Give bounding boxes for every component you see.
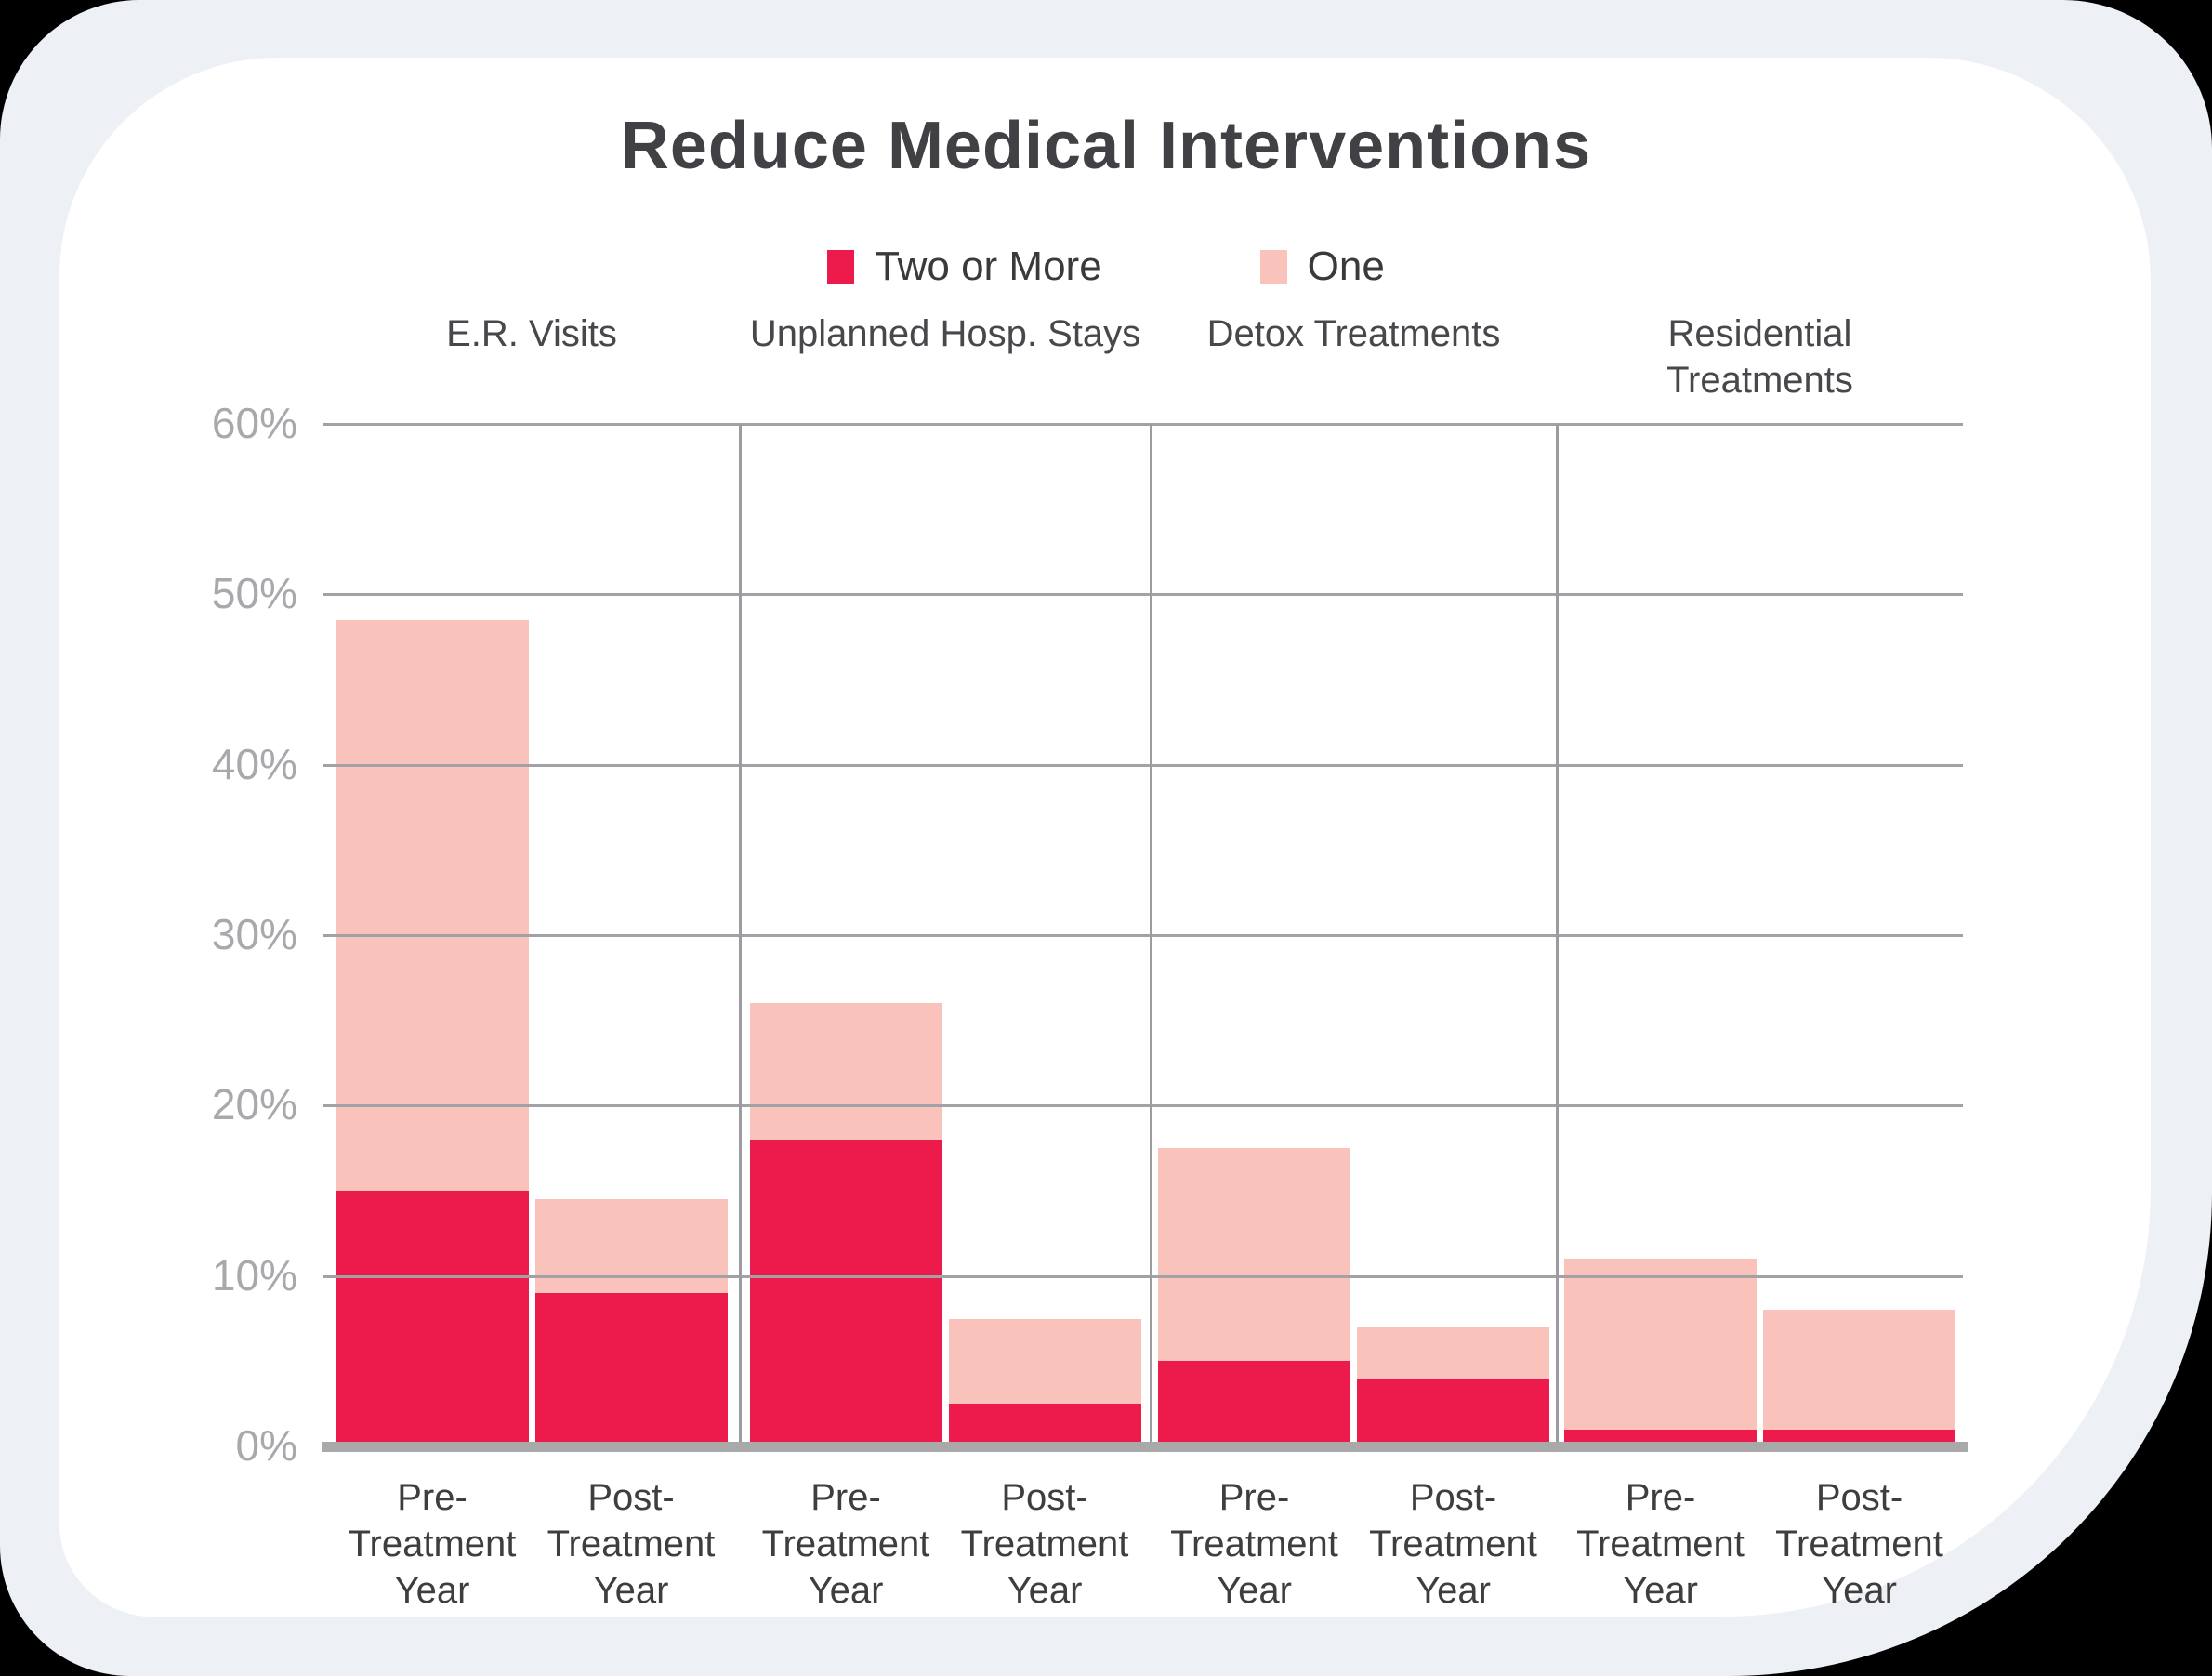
bar-pre-treatment-detox-treatments: [1158, 1148, 1350, 1446]
bar-segment-one-pre-treatment-detox-treatments: [1158, 1148, 1350, 1362]
bar-post-treatment-e-r-visits: [534, 1199, 728, 1446]
category-headers: E.R. Visits Unplanned Hosp. Stays Detox Tr…: [323, 310, 1963, 422]
y-tick-label-60%: 60%: [211, 399, 297, 447]
category-header-unplanned-hosp-stays: Unplanned Hosp. Stays: [749, 313, 1141, 354]
gridline-40%: [323, 763, 1963, 767]
bar-segment-one-post-treatment-unplanned-hosp-stays: [948, 1318, 1141, 1405]
bar-segment-two-or-more-pre-treatment-unplanned-hosp-stays: [749, 1139, 942, 1446]
bar-pre-treatment-residential-treatments: [1564, 1259, 1757, 1446]
x-tick-label-pre-treatment-unplanned-hosp-stays: Pre- Treatment Year: [761, 1477, 930, 1611]
x-tick-label-pre-treatment-e-r-visits: Pre- Treatment Year: [348, 1477, 517, 1611]
category-header-e-r-visits: E.R. Visits: [446, 313, 617, 354]
x-tick-label-pre-treatment-detox-treatments: Pre- Treatment Year: [1170, 1477, 1338, 1611]
bar-segment-two-or-more-post-treatment-unplanned-hosp-stays: [948, 1404, 1141, 1446]
y-tick-label-40%: 40%: [211, 739, 297, 788]
legend-swatch-two-or-more-icon: [827, 249, 855, 284]
bar-segment-one-post-treatment-detox-treatments: [1357, 1326, 1549, 1379]
gridline-60%: [323, 423, 1963, 426]
bar-segment-one-post-treatment-e-r-visits: [534, 1199, 728, 1293]
plot-area: 0% 10% 20% 30% 40% 50% 60% Pre- Treatment Year P…: [212, 399, 1963, 1611]
legend-label-one: One: [1307, 244, 1385, 289]
bar-segment-two-or-more-post-treatment-e-r-visits: [534, 1292, 728, 1446]
chart-title: Reduce Medical Interventions: [620, 109, 1592, 183]
category-header-detox-treatments: Detox Treatments: [1206, 313, 1501, 354]
category-header-residential-treatments: Residential Treatments: [1666, 313, 1853, 401]
bar-post-treatment-detox-treatments: [1357, 1326, 1549, 1446]
bar-pre-treatment-e-r-visits: [336, 619, 529, 1446]
bar-post-treatment-residential-treatments: [1763, 1310, 1955, 1446]
bar-segment-one-pre-treatment-unplanned-hosp-stays: [749, 1003, 942, 1140]
legend: Two or More One: [0, 244, 2212, 290]
bar-segment-one-pre-treatment-residential-treatments: [1564, 1259, 1757, 1430]
y-tick-label-30%: 30%: [211, 910, 297, 958]
gridline-50%: [323, 593, 1963, 597]
legend-swatch-one-icon: [1259, 249, 1287, 284]
x-tick-label-pre-treatment-residential-treatments: Pre- Treatment Year: [1576, 1477, 1745, 1611]
x-axis-line: [322, 1442, 1968, 1452]
legend-item-one: One: [1259, 244, 1385, 290]
gridline-20%: [323, 1104, 1963, 1108]
panel-separator-2: [1150, 424, 1152, 1446]
y-tick-label-0%: 0%: [235, 1421, 297, 1470]
bar-pre-treatment-unplanned-hosp-stays: [749, 1003, 942, 1446]
panel-separator-1: [739, 424, 742, 1446]
gridline-30%: [323, 934, 1963, 937]
bar-segment-one-post-treatment-residential-treatments: [1763, 1310, 1955, 1430]
legend-label-two-or-more: Two or More: [875, 244, 1102, 289]
y-tick-label-20%: 20%: [211, 1080, 297, 1129]
legend-item-two-or-more: Two or More: [827, 244, 1102, 290]
y-tick-label-10%: 10%: [211, 1250, 297, 1300]
bar-segment-two-or-more-post-treatment-detox-treatments: [1357, 1378, 1549, 1446]
bar-segment-two-or-more-pre-treatment-e-r-visits: [336, 1190, 529, 1446]
bar-segment-two-or-more-pre-treatment-detox-treatments: [1158, 1361, 1350, 1446]
x-tick-label-post-treatment-unplanned-hosp-stays: Post- Treatment Year: [960, 1477, 1129, 1611]
bar-segment-one-pre-treatment-e-r-visits: [336, 619, 529, 1191]
bar-post-treatment-unplanned-hosp-stays: [948, 1318, 1141, 1446]
gridline-10%: [323, 1274, 1963, 1278]
x-tick-label-post-treatment-e-r-visits: Post- Treatment Year: [546, 1477, 716, 1611]
panel-separator-3: [1556, 424, 1559, 1446]
x-tick-label-post-treatment-residential-treatments: Post- Treatment Year: [1775, 1477, 1943, 1611]
y-tick-label-50%: 50%: [211, 569, 297, 618]
x-tick-label-post-treatment-detox-treatments: Post- Treatment Year: [1369, 1477, 1537, 1611]
